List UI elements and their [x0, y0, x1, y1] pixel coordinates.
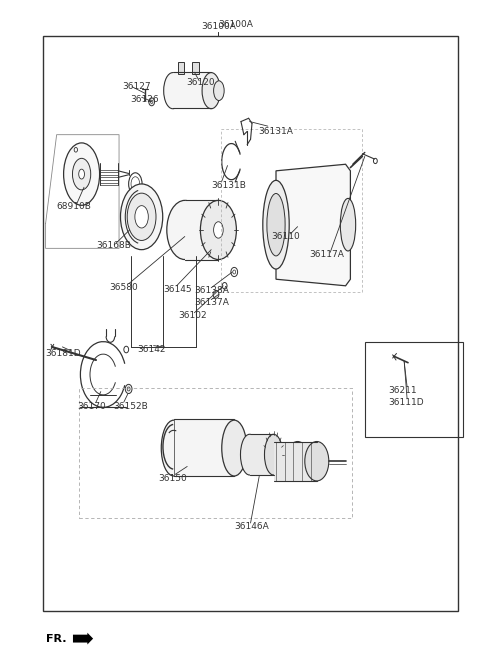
Text: 36111D: 36111D	[388, 397, 423, 407]
Ellipse shape	[201, 200, 236, 260]
Ellipse shape	[264, 434, 283, 475]
Ellipse shape	[63, 143, 100, 205]
Text: 36168B: 36168B	[96, 241, 131, 250]
Text: 36100A: 36100A	[218, 20, 253, 30]
Bar	[221, 129, 362, 292]
Text: 36137A: 36137A	[194, 298, 229, 307]
Ellipse shape	[263, 180, 289, 269]
Ellipse shape	[149, 98, 155, 106]
Text: 36170: 36170	[78, 401, 107, 411]
Bar	[79, 388, 352, 518]
Ellipse shape	[305, 442, 329, 481]
Ellipse shape	[213, 290, 219, 298]
Text: 36142: 36142	[137, 345, 165, 354]
Text: 36181D: 36181D	[45, 349, 81, 358]
Ellipse shape	[167, 200, 203, 260]
Ellipse shape	[164, 73, 182, 109]
Polygon shape	[173, 72, 211, 108]
Ellipse shape	[161, 420, 186, 476]
Polygon shape	[274, 442, 317, 481]
Text: 36150: 36150	[158, 474, 187, 483]
Ellipse shape	[240, 434, 259, 475]
Bar	[365, 342, 463, 437]
Text: 36146A: 36146A	[234, 522, 269, 532]
Ellipse shape	[135, 206, 148, 228]
Polygon shape	[185, 200, 218, 260]
Text: 36127: 36127	[122, 82, 151, 91]
Text: 36131A: 36131A	[258, 127, 293, 136]
Text: 36145: 36145	[163, 284, 192, 294]
Text: 36102: 36102	[179, 311, 207, 320]
Text: 36126: 36126	[131, 95, 159, 104]
Polygon shape	[250, 434, 274, 475]
Text: 36131B: 36131B	[211, 181, 246, 190]
Text: 36100A: 36100A	[201, 22, 236, 31]
Text: FR.: FR.	[46, 633, 67, 644]
Ellipse shape	[340, 198, 356, 251]
Ellipse shape	[129, 173, 142, 195]
Polygon shape	[174, 419, 234, 476]
Ellipse shape	[286, 442, 310, 481]
Ellipse shape	[214, 222, 223, 238]
Text: 36120: 36120	[186, 78, 215, 87]
Text: 36117A: 36117A	[310, 250, 345, 260]
FancyArrow shape	[73, 633, 93, 645]
Text: 68910B: 68910B	[57, 202, 92, 211]
Ellipse shape	[127, 193, 156, 240]
Ellipse shape	[120, 184, 163, 250]
Bar	[178, 62, 184, 74]
Text: 36211: 36211	[388, 386, 417, 396]
Ellipse shape	[267, 193, 285, 256]
Ellipse shape	[222, 420, 247, 476]
Text: 36580: 36580	[109, 283, 138, 292]
Text: 36138A: 36138A	[194, 286, 229, 295]
Ellipse shape	[125, 384, 132, 394]
Text: 36110: 36110	[271, 232, 300, 241]
Ellipse shape	[124, 346, 129, 353]
Polygon shape	[276, 164, 350, 286]
Ellipse shape	[202, 73, 220, 109]
Ellipse shape	[214, 81, 224, 101]
Text: 36152B: 36152B	[113, 401, 147, 411]
Bar	[192, 62, 199, 74]
Ellipse shape	[79, 170, 84, 179]
Bar	[43, 36, 458, 611]
Ellipse shape	[72, 158, 91, 190]
